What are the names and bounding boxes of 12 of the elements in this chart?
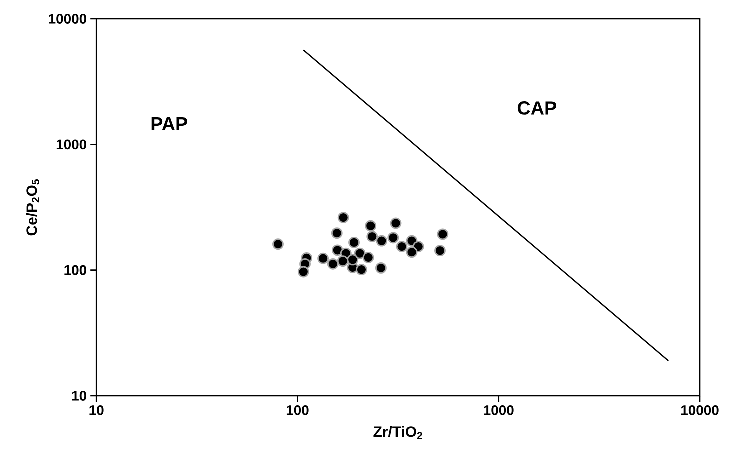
x-axis-title: Zr/TiO$_{2}$ (374, 426, 422, 440)
y-tick-label: 100 (64, 265, 87, 276)
y-axis-title: Ce/P$_{2}$O$_{5}$ (26, 180, 40, 236)
x-tick-label: 100 (286, 405, 309, 416)
x-tick-label: 1000 (484, 405, 514, 416)
annotation: PAP (152, 118, 188, 131)
y-tick-label: 10000 (49, 14, 87, 24)
x-tick-label: 10 (90, 405, 104, 416)
annotation: CAP (518, 102, 556, 115)
y-tick-label: 1000 (56, 140, 87, 150)
y-tick-label: 10 (72, 391, 87, 401)
x-tick-label: 10000 (681, 405, 719, 416)
